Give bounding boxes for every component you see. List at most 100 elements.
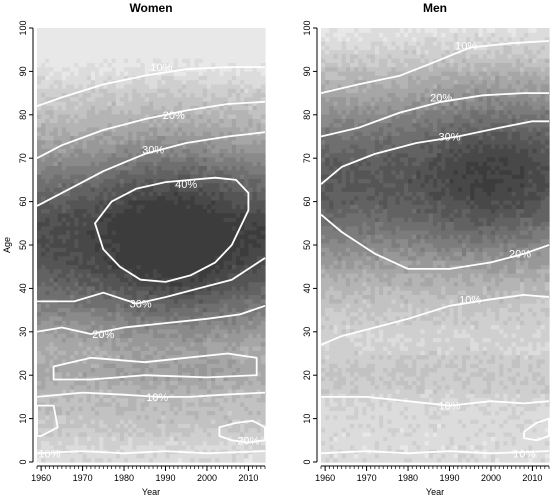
heatmap-cell xyxy=(148,40,154,46)
heatmap-cell xyxy=(86,397,92,403)
heatmap-cell xyxy=(90,66,96,72)
heatmap-cell xyxy=(86,363,92,369)
heatmap-cell xyxy=(202,449,208,455)
heatmap-cell xyxy=(37,229,42,235)
heatmap-cell xyxy=(111,182,117,188)
heatmap-cell xyxy=(45,419,51,424)
heatmap-cell xyxy=(182,101,187,106)
heatmap-cell xyxy=(132,260,138,265)
heatmap-cell xyxy=(211,457,216,463)
heatmap-cell xyxy=(95,393,100,399)
heatmap-cell xyxy=(161,324,167,330)
heatmap-cell xyxy=(173,122,179,128)
heatmap-cell xyxy=(82,341,88,347)
heatmap-cell xyxy=(57,358,63,364)
heatmap-cell xyxy=(128,139,133,145)
heatmap-cell xyxy=(198,367,204,373)
heatmap-cell xyxy=(165,238,171,244)
heatmap-cell xyxy=(202,367,208,373)
heatmap-cell xyxy=(153,88,158,94)
heatmap-cell xyxy=(41,264,46,270)
heatmap-cell xyxy=(186,371,191,377)
heatmap-cell xyxy=(157,311,162,317)
heatmap-cell xyxy=(182,191,187,197)
heatmap-cell xyxy=(57,70,63,76)
heatmap-cell xyxy=(157,307,162,313)
heatmap-cell xyxy=(95,191,100,197)
heatmap-cell xyxy=(140,88,146,94)
heatmap-cell xyxy=(124,401,129,407)
heatmap-cell xyxy=(99,144,104,149)
heatmap-cell xyxy=(190,178,196,184)
heatmap-cell xyxy=(119,109,125,115)
heatmap-cell xyxy=(194,367,200,373)
heatmap-cell xyxy=(215,328,220,334)
heatmap-cell xyxy=(148,350,154,356)
heatmap-cell xyxy=(111,255,117,261)
heatmap-cell xyxy=(107,79,113,85)
heatmap-cell xyxy=(140,410,146,416)
heatmap-cell xyxy=(215,311,220,317)
heatmap-cell xyxy=(182,354,187,360)
heatmap-cell xyxy=(37,315,42,321)
heatmap-cell xyxy=(61,135,67,141)
heatmap-cell xyxy=(78,105,84,111)
heatmap-cell xyxy=(128,427,133,433)
heatmap-cell xyxy=(240,358,245,364)
heatmap-cell xyxy=(124,122,129,128)
heatmap-cell xyxy=(144,135,150,141)
heatmap-cell xyxy=(211,58,216,63)
heatmap-cell xyxy=(107,384,113,390)
heatmap-cell xyxy=(111,118,117,124)
heatmap-cell xyxy=(211,40,216,46)
heatmap-cell xyxy=(177,92,183,98)
heatmap-cell xyxy=(202,118,208,124)
heatmap-cell xyxy=(57,229,63,235)
heatmap-cell xyxy=(153,354,158,360)
heatmap-cell xyxy=(103,427,109,433)
heatmap-cell xyxy=(219,178,225,184)
heatmap-cell xyxy=(235,126,241,132)
heatmap-cell xyxy=(235,358,241,364)
heatmap-cell xyxy=(74,367,80,373)
heatmap-cell xyxy=(86,401,92,407)
heatmap-cell xyxy=(136,161,142,167)
heatmap-cell xyxy=(49,320,55,326)
heatmap-cell xyxy=(148,88,154,94)
heatmap-cell xyxy=(128,363,133,369)
heatmap-cell xyxy=(136,251,142,257)
heatmap-cell xyxy=(186,384,191,390)
heatmap-cell xyxy=(157,324,162,330)
heatmap-cell xyxy=(165,406,171,412)
heatmap-cell xyxy=(70,156,75,162)
heatmap-cell xyxy=(165,354,171,360)
heatmap-cell xyxy=(49,281,55,287)
heatmap-cell xyxy=(215,58,220,63)
heatmap-cell xyxy=(148,354,154,360)
heatmap-cell xyxy=(119,221,125,227)
heatmap-cell xyxy=(153,92,158,98)
heatmap-cell xyxy=(95,341,100,347)
heatmap-cell xyxy=(136,453,142,459)
heatmap-cell xyxy=(107,234,113,240)
heatmap-cell xyxy=(198,144,204,149)
heatmap-cell xyxy=(231,28,237,33)
heatmap-cell xyxy=(202,165,208,171)
heatmap-cell xyxy=(177,419,183,424)
heatmap-cell xyxy=(177,144,183,149)
heatmap-cell xyxy=(119,393,125,399)
heatmap-cell xyxy=(219,277,225,283)
heatmap-cell xyxy=(173,28,179,33)
heatmap-cell xyxy=(128,406,133,412)
heatmap-cell xyxy=(124,345,129,351)
heatmap-cell xyxy=(74,174,80,179)
heatmap-cell xyxy=(202,178,208,184)
heatmap-cell xyxy=(111,350,117,356)
heatmap-cell xyxy=(111,161,117,167)
heatmap-cell xyxy=(90,367,96,373)
heatmap-cell xyxy=(215,272,220,278)
heatmap-cell xyxy=(144,221,150,227)
heatmap-cell xyxy=(37,414,42,420)
heatmap-cell xyxy=(202,234,208,240)
heatmap-cell xyxy=(211,294,216,300)
